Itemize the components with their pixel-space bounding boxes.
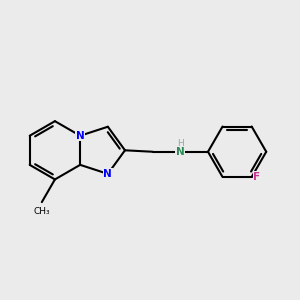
Text: N: N — [176, 147, 185, 157]
Text: N: N — [76, 131, 85, 141]
Text: N: N — [103, 169, 112, 179]
Text: CH₃: CH₃ — [34, 207, 50, 216]
Text: H: H — [177, 139, 184, 148]
Text: F: F — [253, 172, 260, 182]
